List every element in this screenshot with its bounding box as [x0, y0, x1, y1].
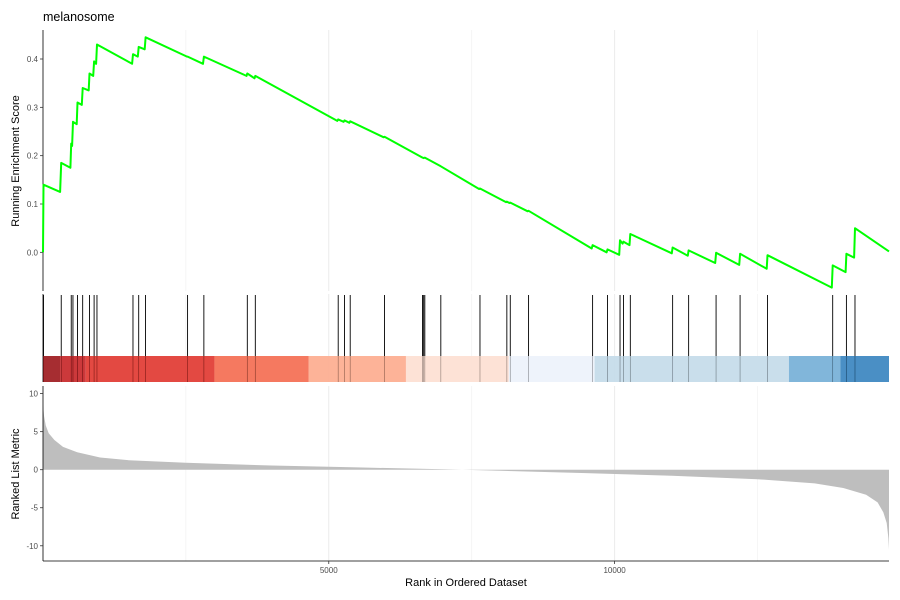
ranked-metric-ylabel: Ranked List Metric [10, 428, 22, 520]
y-tick-label: 0.1 [27, 200, 39, 209]
y-tick-label: 0.4 [27, 55, 39, 64]
heat-segment [214, 356, 309, 382]
running-score-gridlines [185, 30, 758, 291]
running-score-panel: 0.0 0.1 0.2 0.3 0.4 Running Enrichment Score [10, 30, 890, 291]
heat-segment [60, 356, 86, 382]
x-ticks: 5000 10000 [320, 561, 626, 575]
ranked-metric-y-ticks: -10 -5 0 5 10 [26, 390, 43, 551]
heat-segment [85, 356, 215, 382]
heat-segment [405, 356, 509, 382]
y-tick-label: 10 [29, 390, 38, 399]
heat-segment [594, 356, 789, 382]
x-axis-label: Rank in Ordered Dataset [405, 577, 527, 589]
heat-segment [840, 356, 889, 382]
x-tick-label: 5000 [320, 566, 338, 575]
running-score-y-ticks: 0.0 0.1 0.2 0.3 0.4 [27, 55, 43, 257]
ranked-metric-area [43, 405, 889, 550]
heat-segment [43, 356, 61, 382]
running-score-ylabel: Running Enrichment Score [10, 95, 22, 226]
y-tick-label: -10 [26, 542, 38, 551]
y-tick-label: 5 [34, 428, 39, 437]
y-tick-label: 0 [34, 466, 39, 475]
heat-segment [508, 356, 595, 382]
y-tick-label: 0.3 [27, 103, 39, 112]
chart-title: melanosome [43, 10, 115, 24]
heat-segment [308, 356, 406, 382]
running-score-line [42, 36, 890, 289]
y-tick-label: 0.2 [27, 152, 39, 161]
ranked-metric-panel: -10 -5 0 5 10 5000 10000 Ranked List Metric R… [10, 386, 889, 589]
x-tick-label: 10000 [603, 566, 626, 575]
hits-panel [42, 294, 889, 382]
rank-heat-band [43, 356, 889, 382]
y-tick-label: 0.0 [27, 248, 39, 257]
y-tick-label: -5 [31, 504, 39, 513]
heat-segment [788, 356, 841, 382]
